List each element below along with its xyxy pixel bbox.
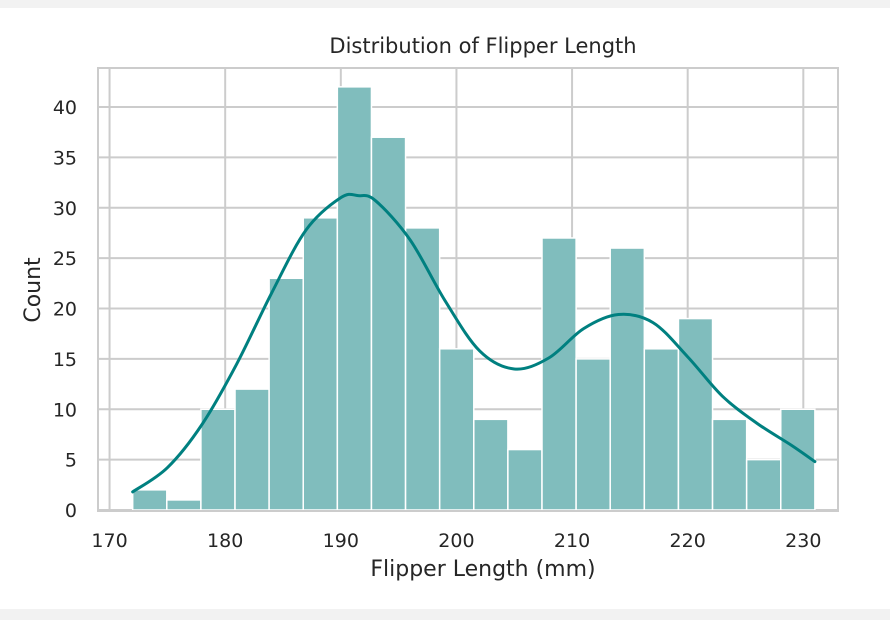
histogram-bar-15 — [609, 247, 646, 511]
y-tick-label-35: 35 — [53, 147, 77, 169]
x-tick-label-230: 230 — [785, 530, 821, 552]
histogram-bar-16 — [643, 348, 680, 511]
histogram-bar-18 — [711, 418, 748, 511]
x-tick-label-210: 210 — [554, 530, 590, 552]
plot-frame — [97, 67, 839, 512]
histogram-bar-7 — [336, 86, 373, 511]
x-tick-label-190: 190 — [323, 530, 359, 552]
y-tick-label-10: 10 — [53, 399, 77, 421]
x-axis-label: Flipper Length (mm) — [370, 557, 595, 582]
histogram-bar-10 — [438, 348, 475, 511]
y-axis-label: Count — [21, 257, 46, 323]
histogram-bar-3 — [200, 408, 236, 511]
y-tick-label-30: 30 — [53, 198, 77, 220]
y-tick-labels: 0 5 10 15 20 25 30 35 40 — [53, 97, 77, 522]
y-tick-label-0: 0 — [65, 500, 77, 522]
histogram-bar-17 — [677, 317, 714, 511]
histogram-bar-4 — [234, 388, 270, 511]
y-tick-label-5: 5 — [65, 450, 77, 472]
histogram-bar-2 — [166, 499, 202, 511]
histogram-bar-13 — [541, 237, 577, 511]
histogram-bar-12 — [507, 448, 543, 511]
histogram-bar-1 — [131, 489, 168, 511]
histogram-bar-14 — [575, 358, 611, 511]
x-tick-label-200: 200 — [438, 530, 474, 552]
histogram-bar-19 — [745, 458, 782, 511]
histogram-bar-8 — [370, 136, 407, 511]
x-tick-label-170: 170 — [91, 530, 127, 552]
histogram-bar-5 — [268, 277, 304, 511]
y-tick-label-15: 15 — [53, 349, 77, 371]
y-tick-label-25: 25 — [53, 248, 77, 270]
y-tick-label-20: 20 — [53, 299, 77, 321]
histogram-bar-20 — [780, 408, 816, 511]
histogram-bar-9 — [404, 227, 441, 511]
histogram-bars — [131, 86, 816, 511]
x-tick-label-180: 180 — [207, 530, 243, 552]
histogram-bar-11 — [473, 418, 509, 511]
x-tick-label-220: 220 — [670, 530, 706, 552]
x-tick-labels: 170 180 190 200 210 220 230 — [91, 530, 821, 552]
kde-line — [131, 192, 817, 494]
chart-title: Distribution of Flipper Length — [329, 34, 636, 58]
histogram-bar-6 — [302, 217, 339, 511]
top-strip — [0, 0, 890, 8]
y-tick-label-40: 40 — [53, 97, 77, 119]
kde-curve — [131, 192, 817, 494]
bottom-strip — [0, 609, 890, 620]
